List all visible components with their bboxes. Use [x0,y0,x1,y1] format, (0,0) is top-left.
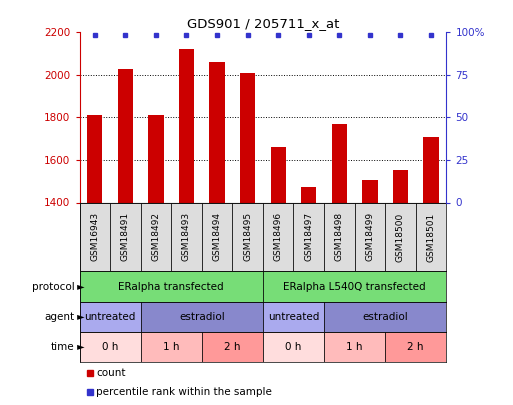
Text: GSM18494: GSM18494 [212,213,222,261]
FancyBboxPatch shape [263,332,324,362]
Text: ERalpha L540Q transfected: ERalpha L540Q transfected [283,281,426,292]
FancyBboxPatch shape [110,202,141,271]
Bar [117,68,133,202]
FancyBboxPatch shape [80,302,141,332]
Text: GSM18493: GSM18493 [182,212,191,262]
Text: ►: ► [74,281,85,292]
Text: protocol: protocol [32,281,74,292]
FancyBboxPatch shape [324,202,354,271]
Text: estradiol: estradiol [179,312,225,322]
Text: 1 h: 1 h [163,342,180,352]
Text: GSM18496: GSM18496 [274,212,283,262]
Bar [393,170,408,202]
Text: untreated: untreated [268,312,319,322]
FancyBboxPatch shape [141,202,171,271]
FancyBboxPatch shape [80,332,141,362]
FancyBboxPatch shape [202,332,263,362]
Text: ►: ► [74,342,85,352]
Text: count: count [96,368,126,378]
Text: GSM18495: GSM18495 [243,212,252,262]
Bar [332,124,347,202]
Text: ERalpha transfected: ERalpha transfected [119,281,224,292]
Text: GSM18498: GSM18498 [335,212,344,262]
FancyBboxPatch shape [171,202,202,271]
FancyBboxPatch shape [232,202,263,271]
FancyBboxPatch shape [141,302,263,332]
Text: GSM18491: GSM18491 [121,212,130,262]
Text: estradiol: estradiol [362,312,408,322]
FancyBboxPatch shape [385,202,416,271]
FancyBboxPatch shape [293,202,324,271]
Text: 1 h: 1 h [346,342,363,352]
FancyBboxPatch shape [263,202,293,271]
Text: 2 h: 2 h [407,342,424,352]
Text: time: time [51,342,74,352]
Text: untreated: untreated [85,312,136,322]
FancyBboxPatch shape [385,332,446,362]
Text: GSM18492: GSM18492 [151,213,161,261]
Text: GSM18500: GSM18500 [396,212,405,262]
FancyBboxPatch shape [324,302,446,332]
FancyBboxPatch shape [263,302,324,332]
Text: GSM16943: GSM16943 [90,212,100,262]
Title: GDS901 / 205711_x_at: GDS901 / 205711_x_at [187,17,339,30]
FancyBboxPatch shape [324,332,385,362]
Text: GSM18499: GSM18499 [365,212,374,262]
Bar [301,187,317,202]
FancyBboxPatch shape [80,271,263,302]
Bar [240,73,255,202]
Text: 2 h: 2 h [224,342,241,352]
Text: ►: ► [74,312,85,322]
FancyBboxPatch shape [80,202,110,271]
Text: percentile rank within the sample: percentile rank within the sample [96,387,272,396]
FancyBboxPatch shape [416,202,446,271]
Bar [362,180,378,202]
Bar [270,147,286,202]
Bar [179,49,194,202]
Text: 0 h: 0 h [102,342,119,352]
Bar [148,115,164,202]
Bar [209,62,225,202]
Text: agent: agent [44,312,74,322]
FancyBboxPatch shape [354,202,385,271]
Text: 0 h: 0 h [285,342,302,352]
FancyBboxPatch shape [141,332,202,362]
Bar [87,115,103,202]
FancyBboxPatch shape [202,202,232,271]
FancyBboxPatch shape [263,271,446,302]
Text: GSM18497: GSM18497 [304,212,313,262]
Bar [423,136,439,202]
Text: GSM18501: GSM18501 [426,212,436,262]
